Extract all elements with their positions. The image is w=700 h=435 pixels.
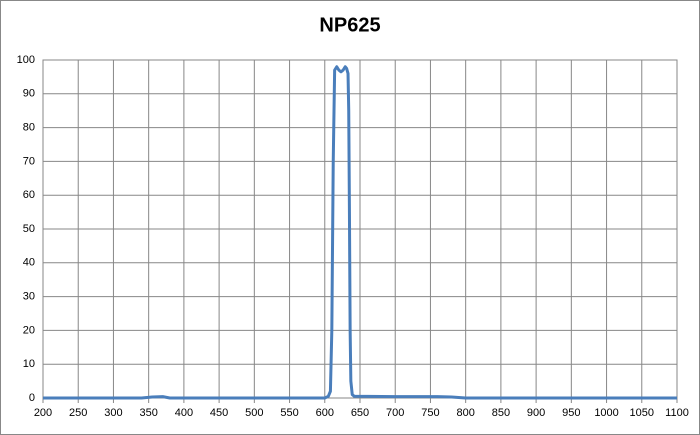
x-tick-label: 1050 bbox=[630, 407, 654, 419]
x-tick-label: 1000 bbox=[594, 407, 618, 419]
x-tick-label: 650 bbox=[351, 407, 369, 419]
y-tick-label: 20 bbox=[23, 324, 35, 336]
series-line bbox=[43, 65, 677, 400]
x-tick-label: 950 bbox=[562, 407, 580, 419]
y-tick-label: 0 bbox=[29, 392, 35, 404]
x-tick-label: 250 bbox=[69, 407, 87, 419]
plot-border bbox=[42, 59, 678, 399]
x-tick-label: 1100 bbox=[665, 407, 689, 419]
x-tick-label: 450 bbox=[210, 407, 228, 419]
y-tick-label: 10 bbox=[23, 358, 35, 370]
x-tick-label: 700 bbox=[386, 407, 404, 419]
x-tick-label: 200 bbox=[34, 407, 52, 419]
y-tick-label: 100 bbox=[17, 54, 35, 66]
x-tick-label: 500 bbox=[245, 407, 263, 419]
x-tick-label: 400 bbox=[175, 407, 193, 419]
x-tick-label: 750 bbox=[421, 407, 439, 419]
y-tick-label: 70 bbox=[23, 155, 35, 167]
chart-title: NP625 bbox=[319, 14, 380, 36]
x-tick-label: 550 bbox=[280, 407, 298, 419]
x-tick-label: 350 bbox=[139, 407, 157, 419]
x-tick-label: 600 bbox=[316, 407, 334, 419]
x-tick-label: 900 bbox=[527, 407, 545, 419]
y-tick-label: 50 bbox=[23, 223, 35, 235]
x-tick-label: 300 bbox=[104, 407, 122, 419]
y-tick-label: 90 bbox=[23, 88, 35, 100]
y-tick-label: 40 bbox=[23, 257, 35, 269]
y-tick-label: 60 bbox=[23, 189, 35, 201]
x-tick-label: 800 bbox=[456, 407, 474, 419]
y-tick-label: 80 bbox=[23, 122, 35, 134]
y-tick-label: 30 bbox=[23, 291, 35, 303]
x-tick-label: 850 bbox=[492, 407, 510, 419]
